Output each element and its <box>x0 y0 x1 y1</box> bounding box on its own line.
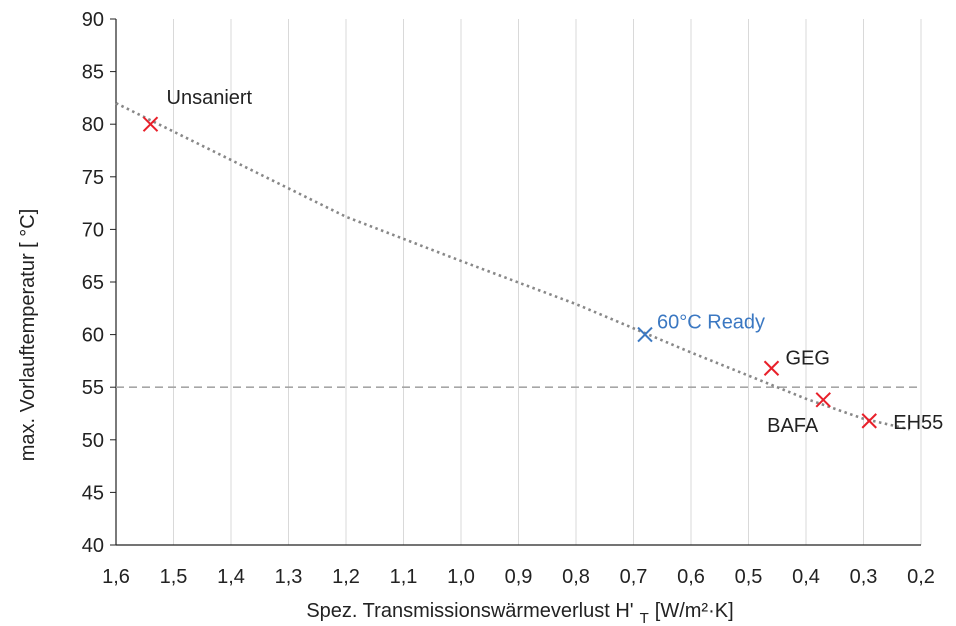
y-tick-label-0: 40 <box>82 535 104 557</box>
gridlines <box>115 19 922 545</box>
marker-stroke-b <box>142 116 159 132</box>
data-point-4: EH55 <box>861 412 943 434</box>
marker-stroke-b <box>815 392 831 408</box>
x-tick-label-3: 1,3 <box>275 566 303 588</box>
x-tick-label-0: 1,6 <box>102 566 130 588</box>
point-label-0: Unsaniert <box>167 87 253 109</box>
y-tick-label-1: 45 <box>82 482 104 504</box>
data-points: Unsaniert 60°C Ready GEG BAFA EH55 <box>142 87 943 437</box>
marker-stroke-b <box>637 326 653 343</box>
point-label-2: GEG <box>786 347 830 369</box>
y-tick-labels: 40 45 50 55 60 65 70 75 80 85 90 <box>82 9 116 557</box>
point-label-4: EH55 <box>893 412 943 434</box>
data-point-2: GEG <box>763 347 830 376</box>
x-tick-label-5: 1,1 <box>390 566 418 588</box>
data-point-1: 60°C Ready <box>637 312 765 343</box>
y-tick-label-7: 75 <box>82 167 104 189</box>
data-point-3: BAFA <box>767 392 831 437</box>
data-point-0: Unsaniert <box>142 87 253 132</box>
y-tick-label-4: 60 <box>82 325 104 347</box>
x-tick-label-9: 0,7 <box>620 566 648 588</box>
marker-stroke-b <box>861 413 877 429</box>
x-tick-label-8: 0,8 <box>562 566 590 588</box>
y-tick-label-6: 70 <box>82 219 104 241</box>
point-label-1: 60°C Ready <box>657 312 765 334</box>
y-tick-label-5: 65 <box>82 272 104 294</box>
marker-stroke-b <box>763 360 780 376</box>
x-tick-label-1: 1,5 <box>160 566 188 588</box>
y-tick-label-9: 85 <box>82 62 104 84</box>
x-axis-label: Spez. Transmissionswärmeverlust H' T [W/m²… <box>306 600 733 626</box>
x-axis-label-main: Spez. Transmissionswärmeverlust H' <box>306 600 633 622</box>
y-tick-label-8: 80 <box>82 114 104 136</box>
x-tick-label-4: 1,2 <box>332 566 360 588</box>
y-tick-label-10: 90 <box>82 9 104 31</box>
x-tick-label-7: 0,9 <box>505 566 533 588</box>
y-tick-label-2: 50 <box>82 430 104 452</box>
trendline <box>115 101 910 431</box>
x-tick-label-11: 0,5 <box>735 566 763 588</box>
x-tick-labels: 1,6 1,5 1,4 1,3 1,2 1,1 1,0 0,9 0,8 0,7 0,6 0,5 0,4 0… <box>102 566 935 588</box>
y-tick-label-3: 55 <box>82 377 104 399</box>
x-tick-label-14: 0,2 <box>907 566 935 588</box>
point-label-3: BAFA <box>767 415 819 437</box>
x-tick-label-12: 0,4 <box>792 566 820 588</box>
x-tick-label-6: 1,0 <box>447 566 475 588</box>
y-axis-label: max. Vorlauftemperatur [ °C] <box>17 209 39 462</box>
x-axis-label-unit: [W/m²·K] <box>655 600 734 622</box>
x-tick-label-2: 1,4 <box>217 566 245 588</box>
x-axis-label-subscript: T <box>640 610 649 626</box>
x-tick-label-13: 0,3 <box>850 566 878 588</box>
x-tick-label-10: 0,6 <box>677 566 705 588</box>
